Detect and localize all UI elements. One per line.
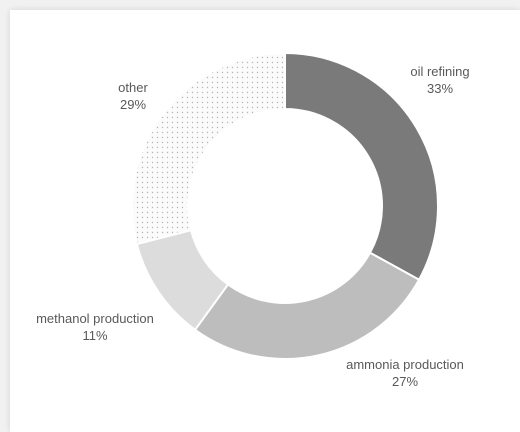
slice-ammonia-production <box>193 251 421 360</box>
slice-label-oil-refining: oil refining <box>410 64 469 79</box>
slice-label-ammonia-production: ammonia production <box>346 357 464 372</box>
slice-value-methanol-production: 11% <box>82 328 107 343</box>
slice-value-oil-refining: 33% <box>427 81 453 96</box>
slice-oil-refining <box>284 51 439 282</box>
slice-other <box>131 51 286 246</box>
slice-label-other: other <box>118 80 148 95</box>
slice-label-methanol-production: methanol production <box>36 311 154 326</box>
slice-value-other: 29% <box>120 97 146 112</box>
slice-value-ammonia-production: 27% <box>392 374 418 389</box>
